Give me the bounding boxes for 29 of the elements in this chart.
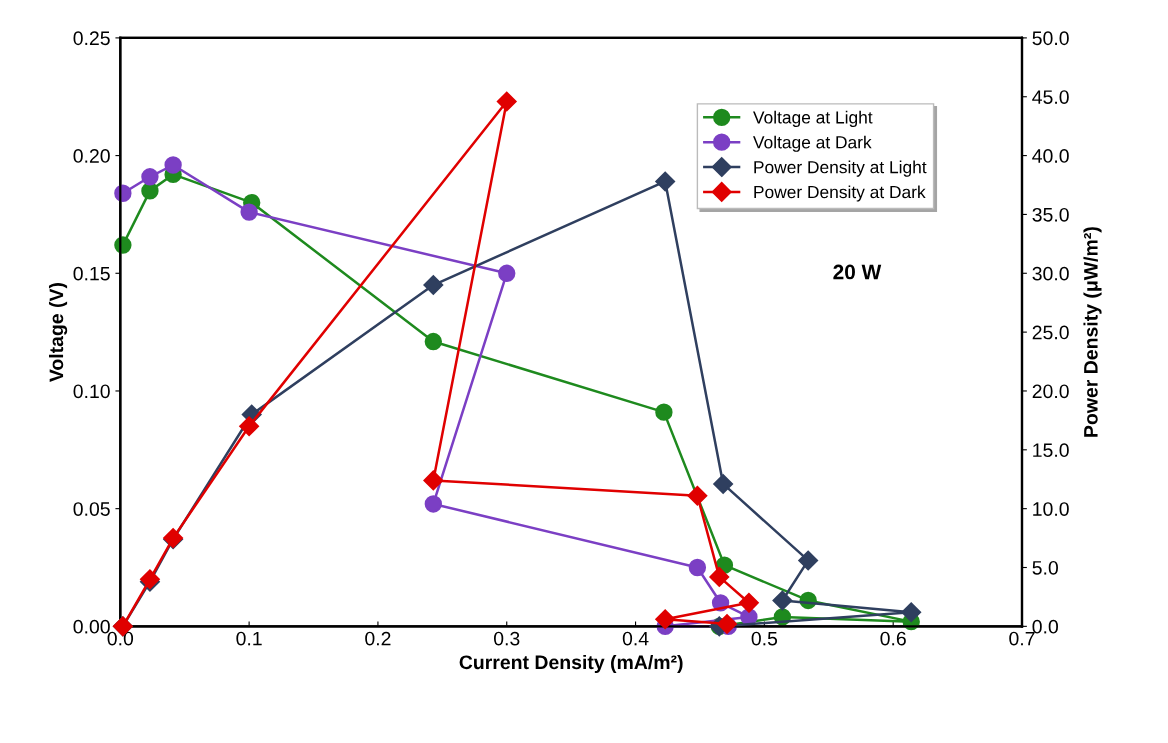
x-tick-label: 0.5 bbox=[751, 631, 778, 646]
legend-label: Voltage at Light bbox=[753, 110, 873, 128]
x-tick-label: 0.2 bbox=[365, 631, 391, 646]
y-tick-label: 0.05 bbox=[73, 502, 110, 516]
y2-tick-label: 20.0 bbox=[1032, 384, 1069, 399]
legend-label: Power Density at Light bbox=[754, 160, 927, 177]
y2-tick-label: 45.0 bbox=[1032, 90, 1069, 104]
y-tick-label: 0.10 bbox=[73, 384, 110, 399]
y-tick-label: 0.15 bbox=[73, 266, 110, 281]
annotation: 20 W bbox=[833, 264, 882, 280]
y2-tick-label: 30.0 bbox=[1032, 266, 1069, 281]
y2-tick-label: 40.0 bbox=[1032, 149, 1069, 163]
y2-tick-label: 25.0 bbox=[1032, 325, 1069, 340]
y2-tick-label: 35.0 bbox=[1032, 207, 1069, 222]
y2-axis-title: Power Density (μW/m²) bbox=[1083, 227, 1102, 437]
y2-tick-label: 15.0 bbox=[1033, 443, 1069, 458]
x-tick-label: 0.6 bbox=[880, 631, 906, 646]
x-tick-label: 0.1 bbox=[236, 631, 262, 646]
x-tick-label: 0.3 bbox=[493, 631, 520, 646]
y-tick-label: 0.25 bbox=[73, 31, 110, 46]
y-axis-title: Voltage (V) bbox=[48, 283, 68, 383]
x-tick-label: 0.4 bbox=[622, 631, 649, 646]
y2-tick-label: 5.0 bbox=[1032, 560, 1058, 575]
y-tick-label: 0.20 bbox=[73, 149, 110, 163]
legend-label: Power Density at Dark bbox=[754, 185, 926, 202]
y2-tick-label: 50.0 bbox=[1032, 31, 1069, 46]
x-axis-title: Current Density (mA/m²) bbox=[459, 654, 683, 674]
legend-label: Voltage at Dark bbox=[753, 135, 872, 152]
y2-tick-label: 10.0 bbox=[1033, 502, 1069, 516]
